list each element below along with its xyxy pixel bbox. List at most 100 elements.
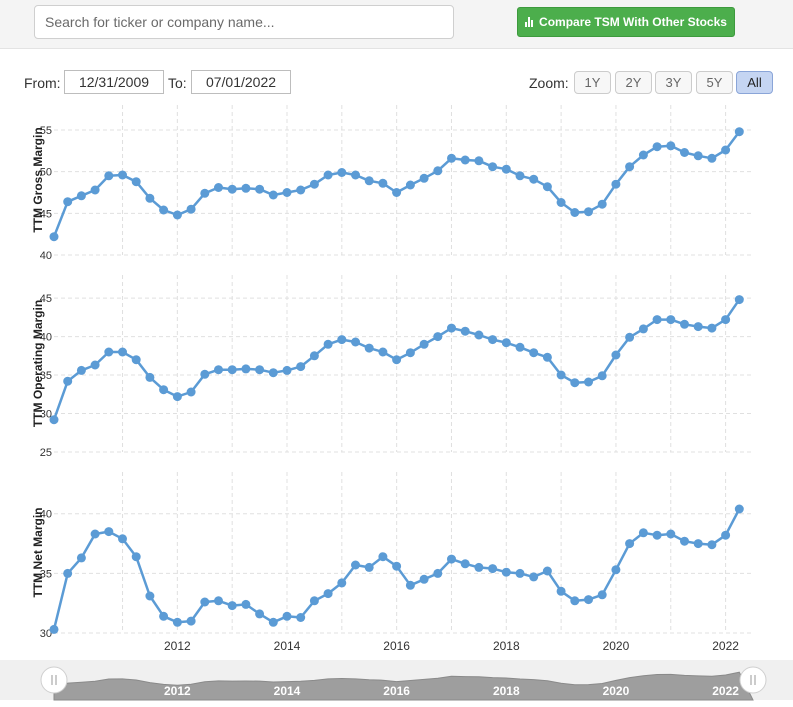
data-point bbox=[200, 369, 210, 379]
data-point bbox=[707, 153, 717, 163]
data-point bbox=[625, 539, 635, 549]
y-tick-label: 25 bbox=[40, 447, 52, 459]
zoom-1y-button[interactable]: 1Y bbox=[574, 71, 611, 94]
navigator-left-handle[interactable] bbox=[40, 666, 68, 694]
x-tick-label: 2016 bbox=[383, 639, 410, 653]
data-point bbox=[118, 534, 127, 544]
search-input[interactable] bbox=[34, 5, 454, 39]
data-point bbox=[734, 504, 744, 514]
data-point bbox=[652, 142, 662, 152]
data-point bbox=[145, 193, 155, 203]
data-point bbox=[364, 562, 374, 572]
zoom-label: Zoom: bbox=[529, 75, 569, 91]
data-point bbox=[296, 362, 306, 372]
data-point bbox=[186, 204, 196, 214]
x-tick-label: 2022 bbox=[712, 639, 739, 653]
data-point bbox=[214, 365, 223, 375]
data-point bbox=[351, 170, 360, 180]
data-point bbox=[501, 567, 511, 577]
x-tick-label: 2018 bbox=[493, 639, 520, 653]
data-point bbox=[227, 184, 237, 194]
data-point bbox=[200, 188, 210, 198]
data-point bbox=[447, 323, 456, 333]
data-point bbox=[159, 205, 169, 215]
data-point bbox=[405, 348, 415, 358]
data-point bbox=[63, 197, 73, 207]
data-point bbox=[131, 552, 141, 562]
y-tick-label: 40 bbox=[40, 332, 52, 344]
data-point bbox=[309, 596, 319, 606]
data-point bbox=[652, 315, 662, 325]
y-tick-label: 45 bbox=[40, 293, 52, 305]
data-point bbox=[515, 342, 525, 352]
data-point bbox=[49, 624, 59, 634]
to-date-input[interactable]: 07/01/2022 bbox=[191, 70, 291, 94]
y-tick-label: 30 bbox=[40, 409, 52, 421]
data-point bbox=[172, 392, 182, 402]
data-point bbox=[501, 338, 511, 348]
data-point bbox=[597, 590, 607, 600]
data-point bbox=[309, 351, 319, 361]
data-point bbox=[145, 591, 155, 601]
navigator-tick-label: 2020 bbox=[603, 684, 630, 698]
data-point bbox=[351, 560, 360, 570]
y-axis-title: TTM Gross Margin bbox=[31, 127, 45, 232]
data-point bbox=[611, 179, 621, 189]
data-point bbox=[638, 324, 648, 334]
data-point bbox=[542, 566, 552, 576]
y-tick-label: 40 bbox=[40, 509, 52, 521]
data-point bbox=[693, 322, 703, 332]
compare-stocks-button[interactable]: Compare TSM With Other Stocks bbox=[517, 7, 735, 37]
data-point bbox=[241, 599, 251, 609]
data-point bbox=[460, 326, 470, 336]
data-point bbox=[693, 539, 703, 549]
data-point bbox=[693, 151, 703, 161]
data-point bbox=[90, 360, 100, 370]
data-point bbox=[282, 365, 292, 375]
zoom-3y-button[interactable]: 3Y bbox=[655, 71, 692, 94]
data-point bbox=[337, 578, 347, 588]
data-point bbox=[570, 596, 580, 606]
data-point bbox=[501, 164, 511, 174]
navigator-right-handle[interactable] bbox=[739, 666, 767, 694]
data-point bbox=[474, 562, 484, 572]
data-point bbox=[323, 589, 333, 599]
data-point bbox=[611, 565, 621, 575]
data-point bbox=[625, 332, 635, 342]
data-point bbox=[104, 527, 114, 537]
data-point bbox=[556, 370, 566, 380]
data-point bbox=[433, 332, 443, 342]
data-point bbox=[296, 185, 306, 195]
data-point bbox=[707, 540, 717, 550]
navigator-tick-label: 2016 bbox=[383, 684, 410, 698]
data-point bbox=[296, 613, 306, 622]
navigator-tick-label: 2012 bbox=[164, 684, 191, 698]
data-point bbox=[118, 347, 127, 357]
to-date-value: 07/01/2022 bbox=[205, 74, 277, 90]
data-point bbox=[680, 536, 689, 546]
data-point bbox=[721, 530, 731, 540]
data-point bbox=[227, 365, 237, 375]
data-point bbox=[268, 617, 278, 627]
data-point bbox=[255, 184, 265, 194]
data-point bbox=[131, 355, 141, 365]
zoom-2y-button[interactable]: 2Y bbox=[615, 71, 652, 94]
data-point bbox=[76, 365, 86, 375]
data-point bbox=[268, 368, 278, 378]
y-tick-label: 35 bbox=[40, 568, 52, 580]
zoom-5y-button[interactable]: 5Y bbox=[696, 71, 733, 94]
data-point bbox=[131, 177, 141, 187]
data-point bbox=[241, 364, 251, 374]
data-point bbox=[405, 180, 415, 190]
from-date-input[interactable]: 12/31/2009 bbox=[64, 70, 164, 94]
data-point bbox=[556, 586, 566, 596]
data-point bbox=[570, 208, 580, 217]
data-point bbox=[474, 330, 484, 340]
data-point bbox=[515, 171, 525, 181]
data-point bbox=[214, 596, 223, 606]
data-point bbox=[186, 616, 196, 626]
zoom-all-button[interactable]: All bbox=[736, 71, 773, 94]
x-tick-label: 2014 bbox=[274, 639, 301, 653]
y-tick-label: 45 bbox=[40, 208, 52, 220]
data-point bbox=[104, 171, 114, 181]
